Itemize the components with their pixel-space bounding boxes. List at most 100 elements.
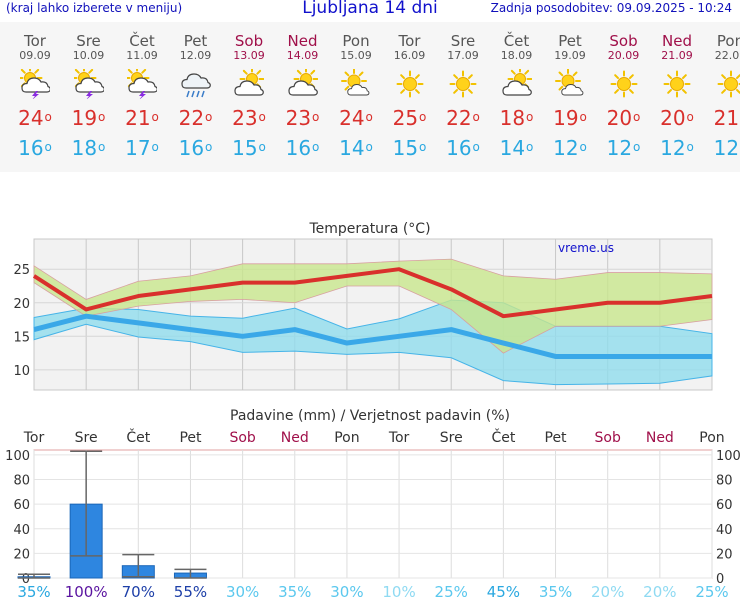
day-date: 11.09 [126,49,158,62]
day-name: Tor [398,32,421,50]
sun-cloud-thunder-icon [73,69,104,99]
location-hint[interactable]: (kraj lahko izberete v meniju) [6,1,183,15]
precip-probability: 30% [330,583,363,600]
last-update: Zadnja posodobitev: 09.09.2025 - 10:24 [490,1,732,15]
page-title: Ljubljana 14 dni [302,0,438,18]
min-temp: 16o [178,136,213,160]
sun-icon [449,70,477,98]
max-temp: 24o [18,106,52,130]
precip-ytick-left: 80 [13,474,30,489]
precip-ytick-left: 60 [13,498,30,513]
precip-day-label: Sob [595,430,621,446]
max-temp: 21o [125,106,159,130]
sun-cloud-icon [287,69,318,96]
min-temp: 12o [553,136,587,160]
day-date: 19.09 [554,49,586,62]
precip-day-label: Čet [491,428,515,446]
precip-probability: 35% [17,583,50,600]
min-temp: 16o [18,136,52,160]
max-temp-value: 18 [499,106,526,130]
max-temp: 22o [446,106,480,130]
precip-ytick-right: 80 [716,474,733,489]
max-temp: 19o [553,106,587,130]
max-temp: 20o [660,106,694,130]
precip-day-label: Pet [179,430,202,446]
day-column: Sob 20.09 20o 12o [598,22,650,160]
max-temp: 21o [705,107,740,129]
max-temp-value: 24 [339,106,365,130]
precip-day-label: Čet [126,428,150,446]
precip-probability: 35% [539,583,572,600]
precip-probability: 55% [174,583,207,600]
day-name: Pet [183,32,208,50]
day-date: 18.09 [500,49,533,62]
max-temp-value: 25 [392,106,419,130]
min-temp: 12o [660,136,694,160]
min-temp: 12o [606,136,641,160]
precip-ytick-right: 20 [716,547,733,562]
day-column: Pet 12.09 22o 16o [170,22,222,160]
max-temp-line [32,267,713,319]
min-temp-value: 14 [499,136,526,160]
cloud-rain-icon [180,73,211,98]
day-column: Tor 09.09 24o 16o [9,22,61,160]
day-name: Čet [129,32,155,50]
min-temp-value: 12 [553,136,579,160]
precip-plot-area [33,449,713,579]
day-name: Pon [342,32,370,50]
day-column: Čet 18.09 18o 14o [491,22,543,160]
day-name: Ned [287,32,318,50]
min-temp-value: 12 [660,136,686,160]
day-name: Sre [450,32,476,50]
sun-icon [717,70,740,98]
day-date: 10.09 [72,49,105,62]
min-temp-value: 12 [606,136,633,160]
day-column: Pon 15.09 24o 14o [330,22,382,160]
max-temp-value: 19 [71,106,98,130]
sun-icon [396,70,423,98]
precip-probability: 10% [382,583,415,600]
precip-day-label: Pon [699,430,724,446]
day-column: Sob 13.09 23o 15o [223,22,275,160]
precip-day-label: Sob [229,430,255,446]
temp-ytick-label: 25 [13,263,30,278]
precip-ytick-right: 40 [716,523,733,538]
day-name: Čet [503,32,530,50]
sun-small-cloud-icon [341,69,370,96]
day-date: 15.09 [340,49,372,62]
precip-ytick-left: 0 [22,572,30,587]
day-column: Tor 16.09 25o 15o [384,22,436,160]
precip-day-label: Sre [75,430,98,446]
sun-cloud-icon [234,69,264,96]
min-temp: 16o [285,136,320,160]
min-temp-value: 17 [125,136,151,160]
day-column: Ned 21.09 20o 12o [651,22,703,160]
max-temp-value: 22 [446,106,472,130]
precip-ytick-left: 100 [5,449,30,464]
max-temp: 19o [71,106,106,130]
min-temp-value: 12 [713,136,740,160]
min-temp: 15o [232,136,266,160]
day-name: Pet [558,32,582,50]
min-temp-value: 16 [446,136,472,160]
day-column: Sre 10.09 19o 18o [63,22,115,160]
max-temp-value: 19 [553,106,579,130]
min-temp: 15o [392,136,427,160]
temp-ytick-label: 15 [13,330,30,345]
day-column: Sre 17.09 22o 16o [437,22,489,160]
max-temp: 20o [606,106,641,130]
max-temp-value: 20 [606,106,633,130]
precip-probability: 45% [487,583,520,600]
min-temp: 18o [71,136,106,160]
day-name: Sre [76,32,101,50]
day-name: Tor [24,32,46,50]
max-temp-value: 23 [232,106,258,130]
day-date: 13.09 [233,49,265,62]
temp-chart-title: Temperatura (°C) [308,221,430,237]
precip-ytick-right: 100 [716,449,740,464]
precip-day-label: Pet [545,430,568,446]
precip-day-label: Ned [281,430,309,446]
min-temp-value: 15 [232,136,258,160]
precip-ytick-left: 20 [13,547,30,562]
day-date: 16.09 [393,49,426,62]
